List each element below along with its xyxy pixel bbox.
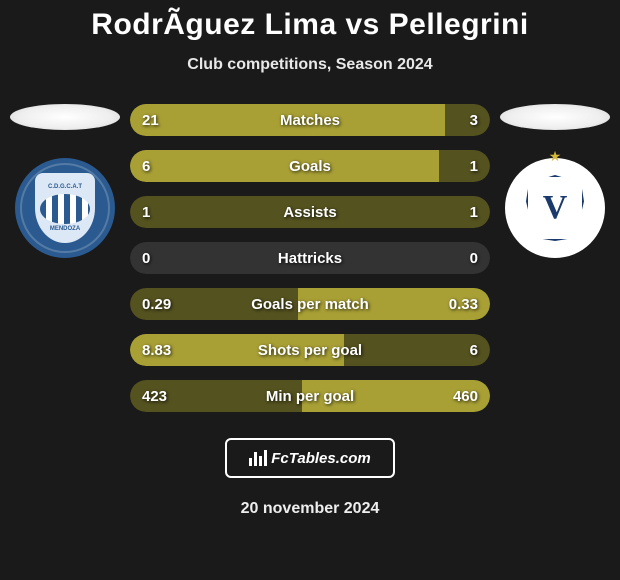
star-icon: ★ (549, 148, 562, 165)
stat-value-left: 6 (142, 158, 150, 175)
left-player-placeholder (10, 104, 120, 130)
brand-logo: FcTables.com (225, 438, 395, 478)
stats-bars: 21 3 Matches 6 1 Goals 1 1 Assists 0 0 Hattricks 0.2… (130, 104, 490, 412)
stat-value-left: 8.83 (142, 342, 171, 359)
left-side: C.D.G.C.A.T MENDOZA (10, 104, 120, 258)
stat-row: 6 1 Goals (130, 150, 490, 182)
stat-label: Min per goal (266, 388, 354, 405)
stat-value-left: 0 (142, 250, 150, 267)
brand-text: FcTables.com (271, 450, 370, 467)
left-club-badge: C.D.G.C.A.T MENDOZA (15, 158, 115, 258)
stat-label: Assists (283, 204, 336, 221)
page-title: RodrÃ­guez Lima vs Pellegrini (0, 0, 620, 42)
stat-label: Hattricks (278, 250, 342, 267)
right-side: ★ V (500, 104, 610, 258)
season-subtitle: Club competitions, Season 2024 (0, 56, 620, 74)
stat-label: Matches (280, 112, 340, 129)
stat-row: 21 3 Matches (130, 104, 490, 136)
stat-label: Goals per match (251, 296, 369, 313)
right-club-badge: ★ V (505, 158, 605, 258)
stat-row: 1 1 Assists (130, 196, 490, 228)
godoy-cruz-shield-icon: C.D.G.C.A.T MENDOZA (35, 173, 95, 243)
stat-row: 0.29 0.33 Goals per match (130, 288, 490, 320)
stat-row: 8.83 6 Shots per goal (130, 334, 490, 366)
comparison-panel: C.D.G.C.A.T MENDOZA 21 3 Matches 6 1 Goals 1 1 A… (0, 104, 620, 412)
velez-shield-icon: V (526, 175, 584, 241)
date-label: 20 november 2024 (0, 500, 620, 518)
stat-value-right: 1 (470, 158, 478, 175)
stat-value-left: 423 (142, 388, 167, 405)
stat-value-right: 3 (470, 112, 478, 129)
stat-value-right: 1 (470, 204, 478, 221)
stat-value-left: 1 (142, 204, 150, 221)
stat-value-left: 21 (142, 112, 159, 129)
stat-label: Goals (289, 158, 331, 175)
stat-label: Shots per goal (258, 342, 362, 359)
stat-value-left: 0.29 (142, 296, 171, 313)
stat-value-right: 0.33 (449, 296, 478, 313)
bar-chart-icon (249, 450, 267, 466)
stat-row: 0 0 Hattricks (130, 242, 490, 274)
right-player-placeholder (500, 104, 610, 130)
stat-value-right: 6 (470, 342, 478, 359)
stat-row: 423 460 Min per goal (130, 380, 490, 412)
stat-value-right: 460 (453, 388, 478, 405)
stat-value-right: 0 (470, 250, 478, 267)
